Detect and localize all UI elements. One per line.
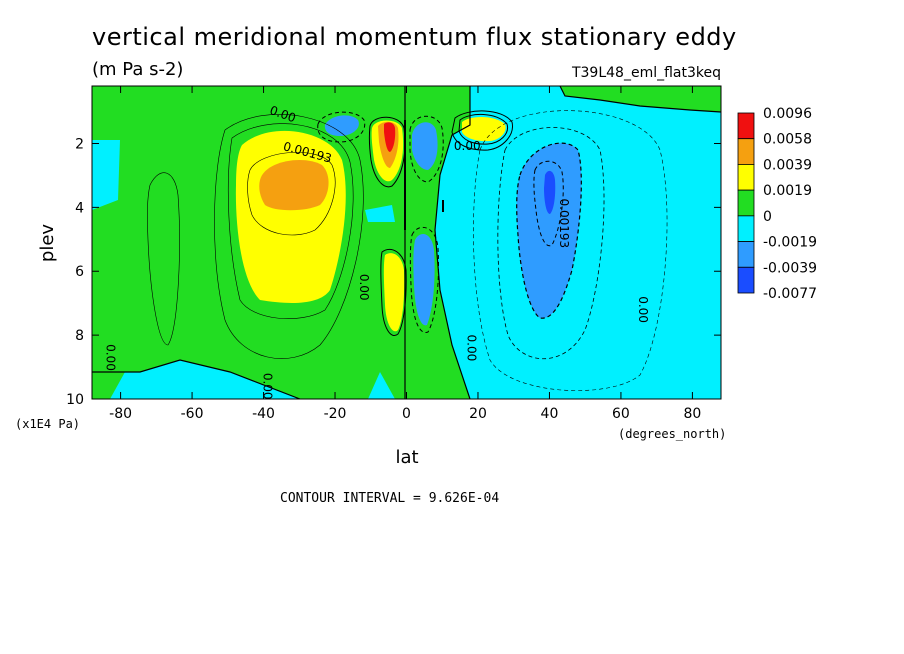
cyan-left-pocket [92,140,120,210]
colorbar-swatch [737,215,755,242]
colorbar-label: -0.0039 [763,260,817,276]
red-peak-minus5 [384,122,396,152]
colorbar-label: 0.0039 [763,157,812,173]
colorbar-swatch [737,112,755,140]
positive-contour-left-edge [147,172,180,346]
positive-contour-sh-outer [214,114,364,359]
positive-contour-minus5 [368,116,406,188]
colorbar-swatch [737,189,755,217]
darkblue-core-plus40 [544,170,556,214]
green-lower-left-small [92,372,125,399]
axis-ticks: -80 -60 -40 -20 0 20 40 60 80 2 4 6 8 10 [66,86,721,422]
x-tick-label: -60 [181,406,204,422]
y-axis-label: plev [37,224,58,263]
positive-contour-sh-mid [228,123,354,319]
negative-contour-nh-inner [516,142,582,319]
green-ring-plus20 [451,110,513,151]
colorbar-legend: 0.0096 0.0058 0.0039 0.0019 0 -0.0019 -0.0039 -… [737,106,817,302]
contour-field: 0.000.00193 0.000.001930.000.000.000.000.… [92,86,721,400]
x-tick-label: -80 [109,406,132,422]
zero-contour-nh [434,86,471,399]
colorbar-swatch [737,241,755,268]
negative-contour-tropics-lower [409,226,439,333]
x-units-label: (degrees_north) [618,427,726,441]
contour-label: 0.00 [103,344,117,371]
positive-contour-sh-inner [247,151,336,236]
blue-negative-plus6-lower [413,234,435,326]
negative-contour-nh-outer [497,127,605,360]
x-tick-label: 20 [469,406,487,422]
colorbar-swatch [737,138,755,165]
contour-lines [92,86,721,399]
y-units-label: (x1E4 Pa) [15,417,80,431]
colorbar-label: 0.0019 [763,183,812,199]
negative-contour-nh-core [533,160,564,247]
colorbar-label: 0 [763,209,772,225]
negative-contour-tropics-upper [409,115,444,183]
cyan-pocket-minus20 [365,205,395,222]
x-tick-label: 40 [541,406,559,422]
contour-label: 0.00 [454,139,481,153]
colorbar-label: -0.0077 [763,286,817,302]
dataset-label: T39L48_eml_flat3keq [571,65,721,81]
y-tick-label: 6 [75,264,84,280]
x-tick-label: -40 [252,406,275,422]
x-tick-label: 0 [402,406,411,422]
contour-label: 0.00 [464,335,478,362]
yellow-peak-plus20 [462,116,506,142]
orange-core-sh [259,160,329,211]
colorbar-swatch [737,164,755,191]
positive-contour-plus20 [458,114,509,145]
x-tick-label: 60 [612,406,630,422]
x-axis-label: lat [395,447,418,468]
zero-contour-sh [92,359,301,399]
contour-interval-label: CONTOUR INTERVAL = 9.626E-04 [280,491,499,506]
positive-contour-minus5-lower [380,248,407,336]
yellow-lower-minus5 [383,253,405,332]
contour-label: 0.00 [261,373,275,400]
y-tick-label: 10 [66,392,84,408]
chart-title: vertical meridional momentum flux statio… [92,23,737,51]
blue-negative-plus40 [516,143,582,319]
chart-units: (m Pa s-2) [92,59,183,80]
colorbar-label: 0.0058 [763,132,812,148]
contour-label: 0.00 [357,274,371,301]
blue-negative-plus6-upper [412,122,438,170]
negative-contour-right-outer [473,110,668,391]
y-tick-label: 4 [75,200,84,216]
colorbar-label: 0.0096 [763,106,812,122]
contour-label: 0.00 [636,296,650,323]
y-tick-label: 2 [75,136,84,152]
green-top-right [560,86,721,112]
negative-contour-minus18 [317,111,366,143]
colorbar-swatch [737,266,755,294]
zero-contour-top-right [559,86,721,113]
x-tick-label: -20 [324,406,347,422]
x-tick-label: 80 [683,406,701,422]
y-tick-label: 8 [75,328,84,344]
colorbar-label: -0.0019 [763,235,817,251]
contour-label: 0.00193 [557,199,571,249]
blue-negative-minus18 [324,115,359,136]
